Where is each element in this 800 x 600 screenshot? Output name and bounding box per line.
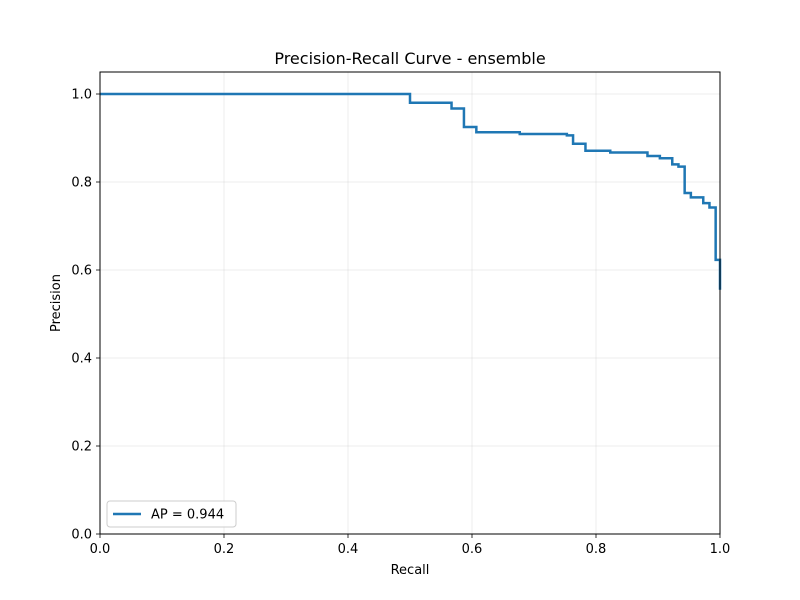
x-axis-label: Recall (391, 563, 430, 578)
x-tick-label: 0.4 (338, 542, 359, 557)
y-axis-label: Precision (49, 274, 64, 332)
x-tick-label: 0.6 (462, 542, 483, 557)
grid (99, 72, 721, 535)
legend-box (106, 500, 237, 528)
x-tick-label: 1.0 (710, 542, 731, 557)
y-tick-label: 0.4 (71, 352, 92, 367)
x-tick-label: 0.0 (90, 542, 111, 557)
x-tick-label: 0.8 (586, 542, 607, 557)
y-tick-label: 0.8 (71, 176, 92, 191)
chart-title: Precision-Recall Curve - ensemble (274, 49, 545, 68)
legend: AP = 0.944 (106, 500, 237, 528)
legend-entry-label: AP = 0.944 (151, 508, 224, 523)
pr-curve-line (100, 92, 722, 290)
y-tick-label: 0.6 (71, 264, 92, 279)
series-layer (100, 92, 722, 290)
y-tick-label: 0.2 (71, 440, 92, 455)
axes-frame (99, 71, 721, 535)
y-tick-label: 0.0 (71, 528, 92, 543)
y-tick-label: 1.0 (71, 88, 92, 103)
x-tick-label: 0.2 (214, 542, 235, 557)
ticks: 0.0 0.2 0.4 0.6 0.8 1.0 0.0 0.2 0.4 0.6 0.8 1.0 (71, 88, 730, 558)
